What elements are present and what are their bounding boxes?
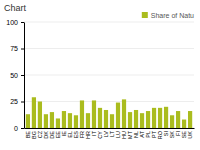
bar	[110, 114, 114, 128]
tick-mark	[21, 49, 24, 50]
bar	[44, 114, 48, 128]
tick-mark	[21, 75, 24, 76]
legend-swatch	[142, 12, 148, 18]
bar	[68, 113, 72, 128]
grid-line	[24, 128, 194, 129]
grid-line	[24, 101, 194, 102]
tick: UK	[187, 131, 193, 139]
bar	[176, 111, 180, 128]
tick: 0	[14, 125, 24, 132]
tick-mark	[21, 102, 24, 103]
bar	[38, 102, 42, 129]
tick-label: 75	[10, 45, 18, 52]
tick: 50	[10, 72, 24, 79]
grid-line	[24, 75, 194, 76]
plot-area: 0 25 50 75 100 BEBGCZDKDEEEIEELESFRHRITCYLVLT…	[6, 19, 194, 140]
bar	[134, 110, 138, 128]
bar	[182, 120, 186, 128]
bar	[158, 108, 162, 128]
grid-line	[24, 48, 194, 49]
bar	[56, 118, 60, 128]
bar	[92, 100, 96, 128]
bar	[62, 111, 66, 128]
bar	[74, 115, 78, 128]
bar	[188, 111, 192, 128]
title: Chart	[4, 3, 27, 13]
tick-label: 25	[10, 98, 18, 105]
tick-label: 100	[6, 19, 18, 26]
tick: 25	[10, 98, 24, 105]
axis-line	[25, 128, 195, 129]
bar	[152, 108, 156, 128]
bar	[146, 111, 150, 128]
bar	[50, 112, 54, 128]
tick-label: 50	[10, 72, 18, 79]
bar	[98, 108, 102, 128]
chart-container: 0 25 50 75 100 BEBGCZDKDEEEIEELESFRHRITCYLVLT…	[0, 0, 200, 150]
x-axis: BEBGCZDKDEEEIEELESFRHRITCYLVLTLUHUMTNLAT…	[25, 129, 195, 140]
y-axis: 0 25 50 75 100	[6, 19, 24, 132]
bar	[86, 113, 90, 128]
grid	[24, 22, 194, 128]
bar	[80, 100, 84, 128]
tick-mark	[21, 128, 24, 129]
tick-label: UK	[187, 131, 193, 139]
bar	[116, 103, 120, 128]
legend-label: Share of Natu	[151, 12, 194, 19]
bar	[26, 114, 30, 128]
legend-item: Share of Natu	[142, 12, 194, 19]
tick: 100	[6, 19, 24, 26]
bar	[164, 107, 168, 128]
grid-line	[24, 22, 194, 23]
bar	[170, 115, 174, 128]
legend: Share of Natu	[142, 12, 194, 19]
bar	[128, 112, 132, 128]
bar	[122, 99, 126, 128]
bar	[104, 110, 108, 128]
tick: 75	[10, 45, 24, 52]
bar	[140, 113, 144, 128]
bar	[32, 97, 36, 128]
chart-svg: 0 25 50 75 100 BEBGCZDKDEEEIEELESFRHRITCYLVLT…	[0, 0, 200, 150]
tick-mark	[21, 22, 24, 23]
axis-line	[24, 23, 25, 129]
tick-label: 0	[14, 125, 18, 132]
bars	[26, 97, 192, 128]
